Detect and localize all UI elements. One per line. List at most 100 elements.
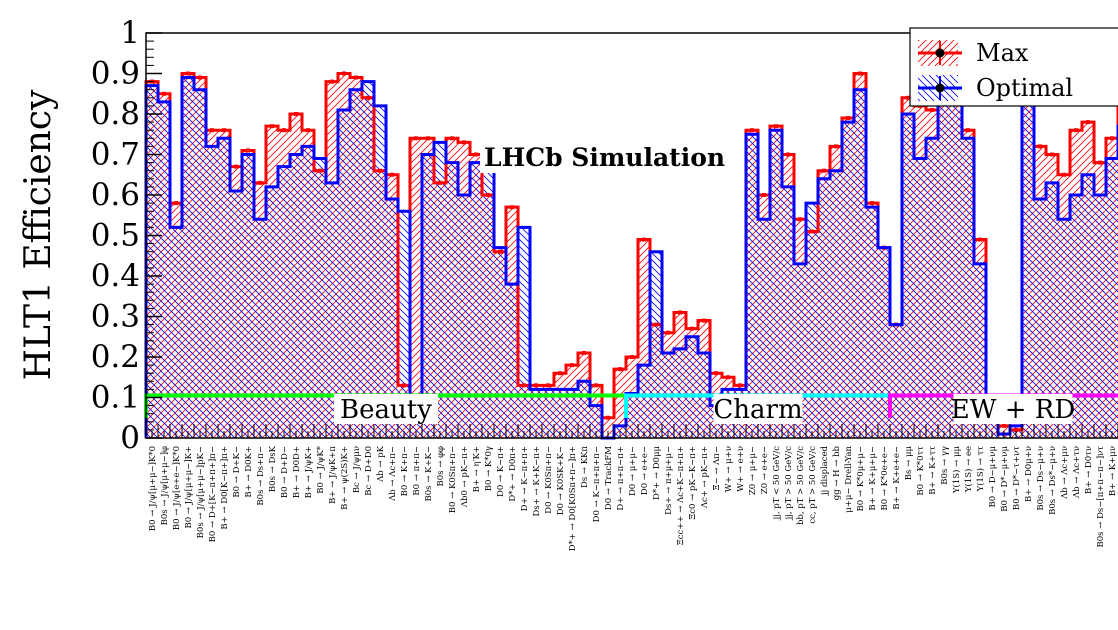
max-marker — [654, 322, 658, 327]
y-tick-label: 0 — [120, 420, 140, 456]
x-tick-label: B0 → K0Sπ+π− — [448, 446, 458, 513]
optimal-bar — [626, 393, 638, 438]
max-marker — [774, 124, 778, 129]
max-marker — [366, 95, 370, 100]
max-marker — [606, 415, 610, 420]
max-marker — [306, 128, 310, 133]
max-bar — [602, 417, 614, 438]
optimal-bar — [314, 158, 326, 439]
optimal-bar — [578, 381, 590, 438]
y-tick-label: 0.6 — [91, 177, 140, 213]
x-tick-label: Bc → D+D0 — [364, 446, 374, 496]
max-marker — [714, 371, 718, 376]
max-marker — [618, 367, 622, 372]
max-marker — [978, 237, 982, 242]
optimal-bar — [1022, 45, 1034, 439]
max-marker — [1086, 120, 1090, 125]
max-marker — [1062, 172, 1066, 177]
y-tick-label: 0.4 — [91, 258, 140, 294]
optimal-bar — [266, 186, 278, 438]
optimal-bar — [446, 162, 458, 438]
optimal-bar — [230, 190, 242, 438]
y-tick-label: 0.3 — [91, 299, 140, 335]
optimal-bar — [494, 247, 506, 438]
optimal-bar — [866, 207, 878, 438]
x-tick-label: Bs → μμ — [904, 446, 914, 481]
x-tick-label: Υ(1S) → ee — [963, 446, 974, 493]
x-tick-label: B0 → D+D− — [280, 446, 290, 498]
x-tick-label: W+ → μ+ν — [724, 446, 734, 492]
group-label-background — [953, 394, 1073, 424]
optimal-bar — [890, 324, 902, 438]
max-marker — [378, 168, 382, 173]
x-tick-label: B0 → D−μ+νμ — [988, 446, 998, 508]
x-tick-label: B0 → π+π− — [412, 446, 422, 496]
y-tick-label: 0.7 — [91, 137, 140, 173]
max-marker — [450, 136, 454, 141]
x-tick-label: B+ → K+ττ — [928, 446, 938, 495]
max-marker — [462, 140, 466, 145]
legend-swatch-max — [918, 40, 962, 66]
max-marker — [162, 91, 166, 96]
x-tick-label: B0s → Ds−[π+π−π−]ντ — [1096, 446, 1106, 548]
x-tick-label: B0 → J/ψ[μ+μ−]K*0 — [148, 446, 158, 531]
optimal-bar — [278, 166, 290, 438]
max-marker — [1038, 144, 1042, 149]
x-tick-label: B+ → K+e+e− — [892, 446, 902, 510]
optimal-bar — [986, 421, 998, 438]
legend-label-optimal: Optimal — [976, 74, 1073, 102]
max-marker — [486, 193, 490, 197]
optimal-bar — [782, 186, 794, 438]
x-tick-label: B0s → J/ψ[μ+μ−]φ — [160, 446, 170, 525]
max-marker — [390, 172, 394, 177]
x-tick-label: B0 → K*0ττ — [916, 446, 926, 496]
x-tick-label: D0 → K−π+π+π− — [592, 446, 602, 522]
optimal-bar — [638, 365, 650, 438]
x-tick-label: gg → H → bb — [832, 445, 842, 500]
x-tick-label: D0 → TrackFM — [604, 446, 614, 510]
optimal-bar — [686, 336, 698, 438]
x-tick-label: B0 → J/ψ[e+e−]K*0 — [172, 446, 182, 530]
optimal-bar — [1046, 182, 1058, 438]
x-tick-label: W+ → e+ν — [736, 446, 746, 492]
optimal-bar — [482, 162, 494, 438]
optimal-bar — [914, 158, 926, 439]
x-tick-label: B+ → D0τν — [1084, 446, 1094, 494]
x-tick-label: Ξc0 → pK−K−π+ — [688, 446, 698, 520]
group-label: EW + RD — [951, 395, 1075, 425]
x-tick-label: Λb → Λc+π− — [388, 446, 398, 502]
max-marker — [174, 201, 178, 206]
max-marker — [546, 383, 550, 388]
x-tick-label: B+ → J/ψK+π — [328, 446, 338, 504]
max-marker — [798, 217, 802, 222]
optimal-bar — [518, 227, 530, 438]
y-tick-label: 1 — [120, 15, 140, 51]
optimal-bar — [434, 142, 446, 438]
x-tick-label: B0 → K*0μ+μ− — [856, 446, 866, 511]
y-tick-label: 0.2 — [91, 339, 140, 375]
optimal-bar — [398, 211, 410, 438]
max-marker — [858, 71, 862, 76]
optimal-bar — [770, 130, 782, 438]
optimal-bar — [422, 154, 434, 438]
optimal-bar — [902, 114, 914, 438]
x-tick-label: jj displaced — [820, 445, 830, 496]
x-tick-label: B+ → D0μ+ν — [1024, 446, 1034, 502]
group-label: Charm — [713, 395, 802, 425]
x-tick-label: B0 → J/ψK* — [316, 445, 326, 493]
x-tick-label: B0 → D+K− — [232, 446, 242, 498]
x-tick-label: B+ → J/ψK+ — [304, 446, 314, 498]
max-marker — [822, 168, 826, 173]
y-tick-label: 0.8 — [91, 96, 140, 132]
x-tick-label: Λb → Λc+τν — [1072, 446, 1082, 499]
x-tick-label: B0 → K*0e+e− — [880, 446, 890, 511]
x-tick-label: D+ → π+π−π+ — [616, 446, 626, 511]
x-tick-label: B+ → η′K+ — [472, 446, 482, 492]
max-marker — [594, 383, 598, 388]
y-tick-label: 0.9 — [91, 56, 140, 92]
x-tick-label: B0s → Ds−μ+ν — [1036, 446, 1046, 511]
optimal-bar — [758, 219, 770, 438]
optimal-bar — [158, 101, 170, 438]
x-tick-label: Λc+ → pK−π+ — [700, 446, 710, 509]
